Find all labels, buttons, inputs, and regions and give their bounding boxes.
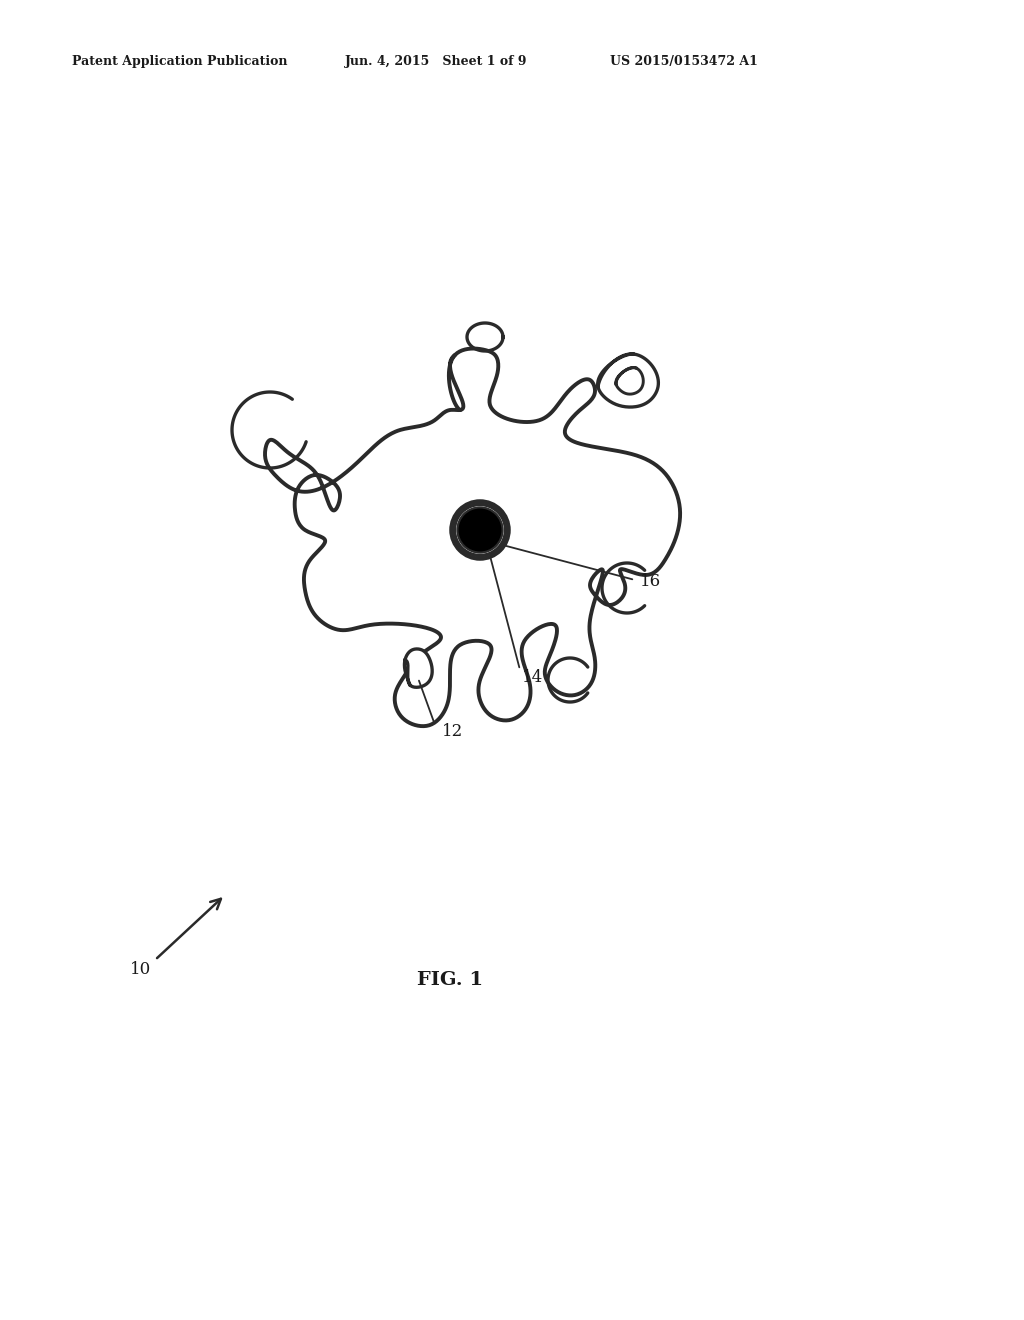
Text: US 2015/0153472 A1: US 2015/0153472 A1 — [610, 55, 758, 69]
Text: FIG. 1: FIG. 1 — [417, 972, 483, 989]
Polygon shape — [265, 348, 680, 726]
Circle shape — [458, 507, 503, 553]
Circle shape — [455, 504, 506, 556]
Polygon shape — [404, 649, 432, 688]
Text: 14: 14 — [522, 669, 544, 686]
Text: 16: 16 — [640, 573, 662, 590]
Text: 10: 10 — [130, 961, 152, 978]
Text: Jun. 4, 2015   Sheet 1 of 9: Jun. 4, 2015 Sheet 1 of 9 — [345, 55, 527, 69]
Text: Patent Application Publication: Patent Application Publication — [72, 55, 288, 69]
Polygon shape — [598, 354, 658, 407]
Text: 12: 12 — [442, 723, 463, 741]
Circle shape — [452, 502, 509, 558]
